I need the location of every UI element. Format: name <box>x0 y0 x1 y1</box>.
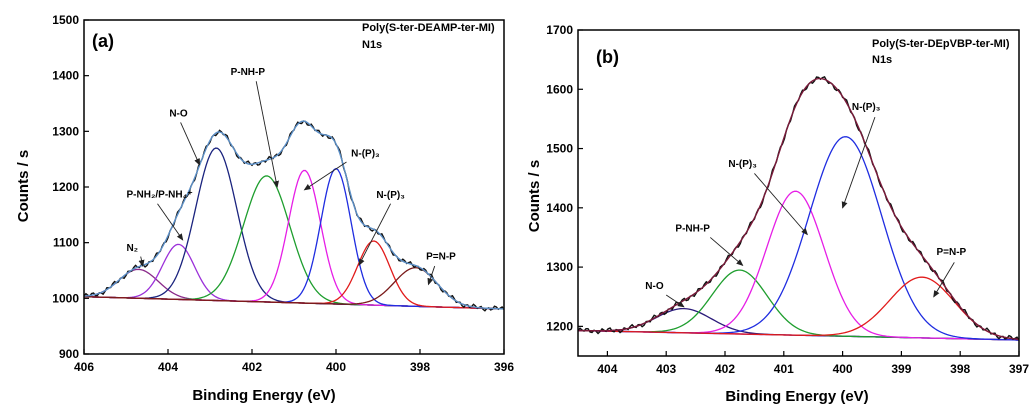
y-tick-label: 900 <box>59 347 79 361</box>
panel-a: (a) Poly(S-ter-DEAMP-ter-MI) N1s Binding… <box>15 13 514 404</box>
y-tick-label: 1400 <box>546 201 573 215</box>
component-peak <box>577 276 1020 340</box>
annotation-label: N-(P)₃ <box>852 102 881 113</box>
annotation-arrow <box>138 256 145 268</box>
annotation-arrow <box>255 81 279 188</box>
panel-b-ylabel: Counts / s <box>526 160 543 233</box>
y-tick-label: 1500 <box>546 142 573 156</box>
annotation-label: P-NH₂/P-NH₄⁺ <box>127 190 193 201</box>
annotation-label: P-NH-P <box>675 224 710 235</box>
x-tick-label: 401 <box>774 362 794 376</box>
y-tick-label: 1300 <box>546 260 573 274</box>
panel-b: (b) Poly(S-ter-DEpVBP-ter-MI) N1s Bindin… <box>526 23 1029 405</box>
component-peak <box>577 269 1020 341</box>
annotation-arrow <box>754 173 808 236</box>
annotation-label: N-O <box>645 281 664 292</box>
x-tick-label: 404 <box>597 362 617 376</box>
panel-a-title: Poly(S-ter-DEAMP-ter-MI) <box>362 22 495 34</box>
annotation-arrow <box>933 262 955 298</box>
annotation-label: P=N-P <box>426 251 456 262</box>
y-tick-label: 1100 <box>53 236 79 250</box>
y-tick-label: 1600 <box>546 82 573 96</box>
annotation-label: P=N-P <box>937 247 967 258</box>
component-peak <box>577 136 1020 341</box>
x-tick-label: 400 <box>326 360 346 374</box>
panel-a-plot-frame <box>83 19 505 355</box>
y-tick-label: 1200 <box>546 319 573 333</box>
annotation-label: N₂ <box>126 243 138 254</box>
panel-b-title: Poly(S-ter-DEpVBP-ter-MI) <box>872 38 1010 50</box>
y-tick-label: 1200 <box>52 180 79 194</box>
annotation-arrow <box>427 265 436 286</box>
annotation-arrow <box>665 294 685 308</box>
panel-a-annotations: N₂ P-NH₂/P-NH₄⁺ N-O P-NH-P N-(P)₃ N-(P)₃ P=N-P <box>126 67 456 286</box>
panel-b-label: (b) <box>596 47 619 67</box>
annotation-arrow <box>157 203 184 241</box>
envelope-fit-line <box>83 120 505 310</box>
annotation-arrow <box>841 116 876 209</box>
panel-b-ticks: 404 403 402 401 400 399 398 397 1200 1300 1400 1500… <box>546 23 1029 376</box>
panel-a-label: (a) <box>92 31 114 51</box>
component-peak <box>83 147 505 310</box>
y-tick-label: 1700 <box>546 23 573 37</box>
panel-a-xlabel: Binding Energy (eV) <box>192 387 335 404</box>
annotation-label: N-(P)₃ <box>351 148 380 159</box>
x-tick-label: 404 <box>158 360 178 374</box>
x-tick-label: 406 <box>74 360 94 374</box>
y-tick-label: 1300 <box>52 124 79 138</box>
y-tick-label: 1400 <box>52 69 79 83</box>
panel-a-ylabel: Counts / s <box>15 150 32 223</box>
panel-a-subtitle: N1s <box>362 39 382 51</box>
x-tick-label: 402 <box>242 360 262 374</box>
x-tick-label: 398 <box>950 362 970 376</box>
panel-b-plot-frame <box>577 29 1020 357</box>
x-tick-label: 397 <box>1009 362 1029 376</box>
annotation-arrow <box>303 161 347 191</box>
x-tick-label: 403 <box>656 362 676 376</box>
annotation-label: P-NH-P <box>231 67 266 78</box>
annotation-label: N-(P)₃ <box>376 190 405 201</box>
x-tick-label: 402 <box>715 362 735 376</box>
panel-a-ticks: 406 404 402 400 398 396 900 1000 1100 1200 1300 140… <box>52 13 514 374</box>
panel-b-curves <box>577 75 1020 341</box>
panel-a-curves <box>83 120 505 312</box>
annotation-label: N-O <box>169 108 188 119</box>
annotation-arrow <box>180 122 200 166</box>
y-tick-label: 1500 <box>52 13 79 27</box>
annotation-arrow <box>710 237 744 266</box>
raw-spectrum-line <box>83 120 505 312</box>
x-tick-label: 398 <box>410 360 430 374</box>
x-tick-label: 396 <box>494 360 514 374</box>
annotation-label: N-(P)₃ <box>728 159 757 170</box>
envelope-fit-line <box>577 77 1020 340</box>
panel-b-annotations: N-O P-NH-P N-(P)₃ N-(P)₃ P=N-P <box>645 102 967 308</box>
panel-b-subtitle: N1s <box>872 54 892 66</box>
x-tick-label: 399 <box>891 362 911 376</box>
annotation-arrow <box>358 203 392 266</box>
raw-spectrum-line <box>577 75 1020 341</box>
y-tick-label: 1000 <box>52 291 79 305</box>
panel-b-xlabel: Binding Energy (eV) <box>725 388 868 405</box>
x-tick-label: 400 <box>833 362 853 376</box>
